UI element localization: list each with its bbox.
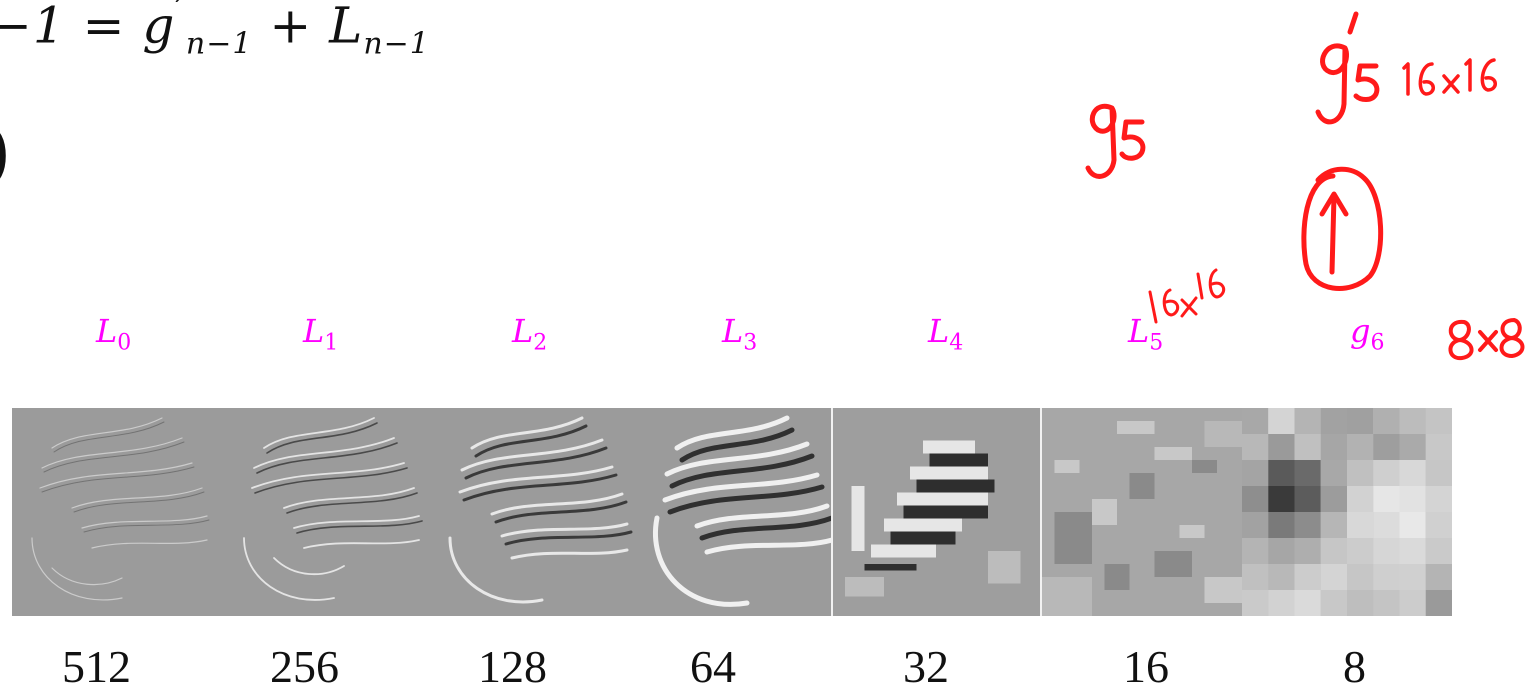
size-label-256: 256: [270, 641, 339, 692]
hand-g5: [1085, 103, 1146, 179]
level-label-l5: L5: [1128, 312, 1164, 356]
level-label-l3: L3: [722, 312, 758, 356]
hand-size-16-l5: [1148, 268, 1226, 324]
hand-size-8: [1448, 318, 1525, 361]
formula-sub-2: n−1: [363, 26, 430, 62]
upsample-arrow-icon: [1301, 166, 1384, 291]
formula: −1 = g′n−1 + Ln−1: [0, 0, 430, 62]
size-label-128: 128: [478, 641, 547, 692]
size-label-16: 16: [1123, 641, 1169, 692]
formula-g: g: [142, 0, 176, 55]
level-label-g6: g6: [1350, 312, 1385, 356]
level-label-l0: L0: [96, 312, 132, 356]
hand-size-16-right: [1402, 58, 1497, 96]
size-label-8: 8: [1343, 641, 1366, 692]
formula-paren: ): [0, 112, 11, 194]
pyramid-panel-l5: [1042, 408, 1242, 616]
pyramid-image-strip: [12, 408, 1452, 616]
panel-separator: [831, 408, 833, 616]
pyramid-panel-l0-l3: [12, 408, 832, 616]
pyramid-panel-g6: [1242, 408, 1452, 616]
formula-equals: =: [65, 0, 143, 55]
panel-separator: [1040, 408, 1042, 616]
pyramid-panel-l4: [832, 408, 1040, 616]
level-label-l1: L1: [303, 312, 339, 356]
formula-L: L: [329, 0, 364, 55]
level-label-l4: L4: [928, 312, 964, 356]
size-label-32: 32: [903, 641, 949, 692]
formula-lead: −1: [0, 0, 66, 55]
formula-plus: +: [252, 0, 330, 55]
size-label-64: 64: [690, 641, 736, 692]
level-label-l2: L2: [512, 312, 548, 356]
formula-prime: ′: [175, 0, 186, 35]
formula-sub-1: n−1: [185, 26, 253, 62]
hand-g5-prime: [1315, 11, 1380, 125]
size-label-512: 512: [62, 641, 131, 692]
